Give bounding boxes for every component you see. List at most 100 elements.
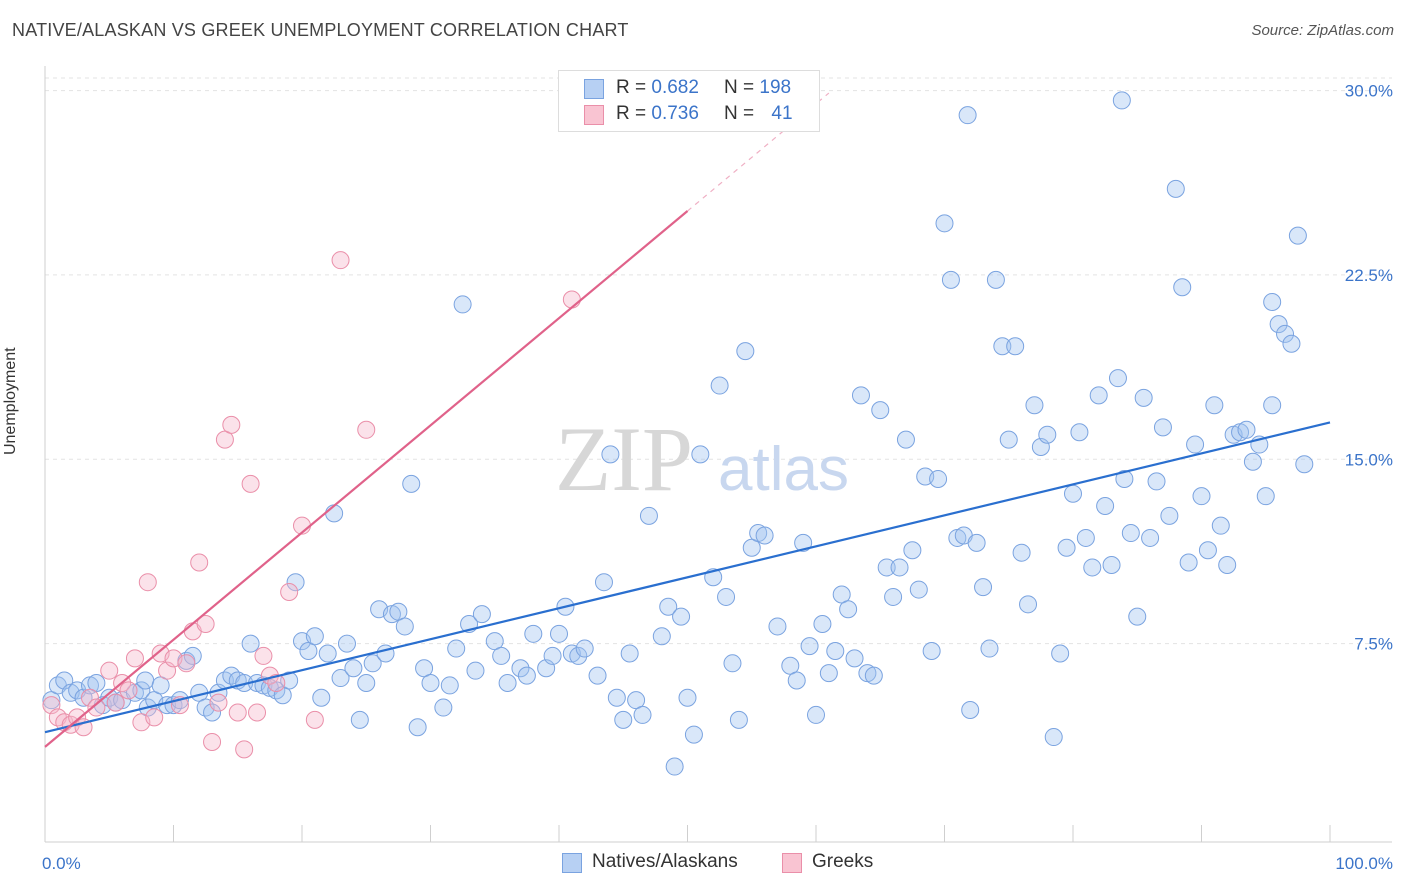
natives-point (890, 558, 909, 577)
natives-point (466, 661, 485, 680)
natives-point (318, 644, 337, 663)
greeks-legend-swatch (782, 853, 802, 873)
natives-point (935, 214, 954, 233)
greeks-swatch (584, 105, 604, 125)
natives-point (807, 705, 825, 724)
natives-point (203, 703, 222, 722)
natives-point (787, 671, 806, 690)
natives-point (1057, 538, 1076, 557)
natives-point (993, 337, 1012, 356)
greeks-legend-label: Greeks (812, 851, 874, 872)
natives-point (337, 634, 356, 653)
natives-point (440, 676, 459, 695)
natives-point (974, 578, 993, 597)
natives-point (241, 634, 260, 653)
greeks-point (228, 703, 247, 722)
natives-point (305, 627, 324, 646)
natives-point (1038, 425, 1057, 444)
natives-point (434, 698, 453, 717)
y-tick-label: 22.5% (1345, 266, 1393, 285)
natives-point (1211, 516, 1230, 535)
natives-point (1141, 528, 1160, 547)
greeks-trend-line (44, 210, 689, 748)
greeks-point (196, 614, 215, 633)
natives-point (472, 605, 491, 624)
natives-point (1237, 420, 1256, 439)
natives-point (1096, 496, 1115, 515)
natives-point (136, 671, 155, 690)
natives-n-value: 198 (759, 77, 792, 98)
natives-point (922, 642, 941, 661)
natives-point (511, 659, 530, 678)
natives-point (1112, 91, 1131, 110)
greeks-point (241, 474, 260, 493)
natives-point (325, 504, 344, 523)
greeks-point (145, 708, 164, 727)
greeks-point (138, 573, 157, 592)
natives-point (819, 664, 838, 683)
greeks-point (190, 553, 209, 572)
greeks-n-value: 41 (771, 103, 793, 124)
natives-point (1205, 396, 1224, 415)
natives-point (813, 614, 832, 633)
natives-point (871, 401, 890, 420)
natives-point (620, 644, 639, 663)
axes (44, 66, 1392, 843)
natives-point (1192, 487, 1211, 506)
greeks-point (80, 688, 99, 707)
watermark-zip: ZIP (555, 408, 693, 510)
natives-point (183, 646, 202, 665)
greeks-point (357, 420, 376, 439)
greeks-point (562, 290, 581, 309)
natives-point (1179, 553, 1198, 572)
natives-point (967, 533, 986, 552)
natives-point (1269, 315, 1288, 334)
natives-trend-line (44, 421, 1331, 734)
greeks-point (203, 732, 222, 751)
natives-point (909, 580, 928, 599)
legend-r: R = 0.682 (616, 77, 699, 99)
natives-point (524, 624, 543, 643)
natives-point (492, 646, 511, 665)
natives-point (601, 445, 620, 464)
natives-point (884, 587, 903, 606)
natives-point (1218, 555, 1237, 574)
natives-point (1083, 558, 1102, 577)
r-label: R = (616, 103, 647, 124)
natives-point (350, 710, 369, 729)
natives-point (1147, 472, 1166, 491)
greeks-point (125, 649, 144, 668)
greeks-r-value: 0.736 (651, 103, 699, 124)
natives-point (331, 669, 350, 688)
natives-point (999, 430, 1018, 449)
natives-point (639, 506, 658, 525)
natives-point (729, 710, 748, 729)
natives-point (1012, 543, 1031, 562)
natives-point (1006, 337, 1025, 356)
watermark: ZIP atlas (555, 408, 849, 510)
natives-point (614, 710, 633, 729)
natives-point (800, 637, 819, 656)
natives-point (1064, 484, 1082, 503)
natives-point (1121, 524, 1140, 543)
natives-point (1019, 595, 1038, 614)
legend-n: N = 198 (724, 77, 791, 99)
natives-point (736, 342, 755, 361)
natives-point (1108, 369, 1127, 388)
natives-point (851, 386, 870, 405)
natives-point (1089, 386, 1108, 405)
greeks-point (222, 415, 241, 434)
greeks-point (209, 693, 228, 712)
natives-point (710, 376, 729, 395)
greeks-point (87, 698, 106, 717)
natives-legend-label: Natives/Alaskans (592, 851, 738, 872)
natives-point (498, 673, 517, 692)
natives-point (980, 639, 999, 658)
greeks-point (119, 681, 138, 700)
natives-point (1256, 487, 1275, 506)
natives-point (1044, 728, 1063, 747)
y-axis-label: Unemployment (2, 347, 19, 455)
natives-point (363, 654, 382, 673)
natives-point (1076, 528, 1095, 547)
natives-point (929, 469, 948, 488)
